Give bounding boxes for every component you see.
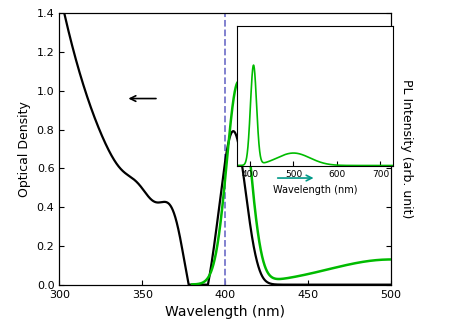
X-axis label: Wavelength (nm): Wavelength (nm) [273,185,357,195]
Y-axis label: Optical Density: Optical Density [18,101,31,197]
Y-axis label: PL Intensity (arb. unit): PL Intensity (arb. unit) [400,79,412,219]
X-axis label: Wavelength (nm): Wavelength (nm) [165,305,285,319]
